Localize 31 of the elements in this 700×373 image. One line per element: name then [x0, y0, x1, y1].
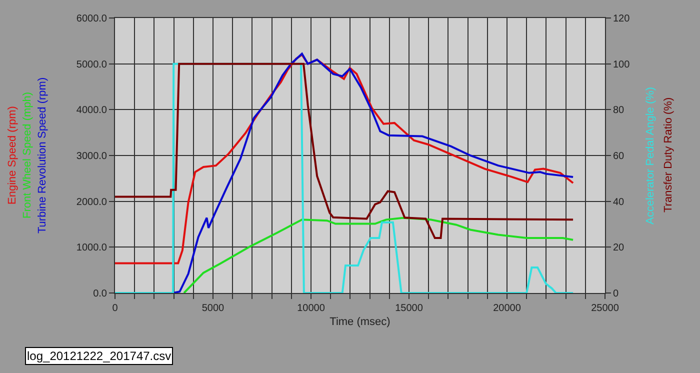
x-axis-title: Time (msec)	[330, 316, 390, 328]
y2-tick-label: 40	[613, 196, 625, 208]
text: Front Wheel Speed (mph)	[22, 92, 34, 218]
x-tick-label: 25000	[591, 303, 620, 314]
line-series	[115, 62, 574, 239]
y2-tick-label: 120	[613, 14, 630, 24]
y2-tick-label: 60	[613, 151, 625, 162]
text: Accelerator Pedal Angle (%)	[644, 86, 656, 224]
line-series	[115, 54, 574, 264]
text: Turbine Revolution Speed (rpm)	[36, 77, 48, 234]
y2-tick-label: 0	[613, 288, 619, 300]
text: Engine Speed (rpm)	[6, 106, 18, 204]
y2-tick-label: 20	[613, 242, 625, 254]
x-tick-label: 5000	[202, 303, 225, 314]
y-tick-label: 0.0	[93, 288, 108, 300]
y2-tick-label: 100	[613, 59, 630, 70]
x-tick-label: 10000	[297, 303, 326, 314]
y-tick-label: 3000.0	[76, 151, 108, 162]
y-tick-label: 2000.0	[76, 196, 108, 208]
y2-tick-label: 80	[613, 105, 625, 116]
y-tick-label: 4000.0	[76, 105, 108, 116]
x-tick-label: 20000	[493, 303, 522, 314]
x-tick-label: 0	[112, 303, 118, 314]
y-tick-label: 5000.0	[76, 59, 108, 70]
x-tick-label: 15000	[395, 303, 424, 314]
line-series	[172, 52, 574, 293]
line-series	[182, 216, 574, 293]
text: log_20121222_201747.csv	[27, 349, 172, 363]
y-tick-label: 1000.0	[76, 242, 108, 254]
y-tick-label: 6000.0	[76, 14, 108, 24]
text: Transfer Duty Ratio (%)	[662, 97, 674, 212]
